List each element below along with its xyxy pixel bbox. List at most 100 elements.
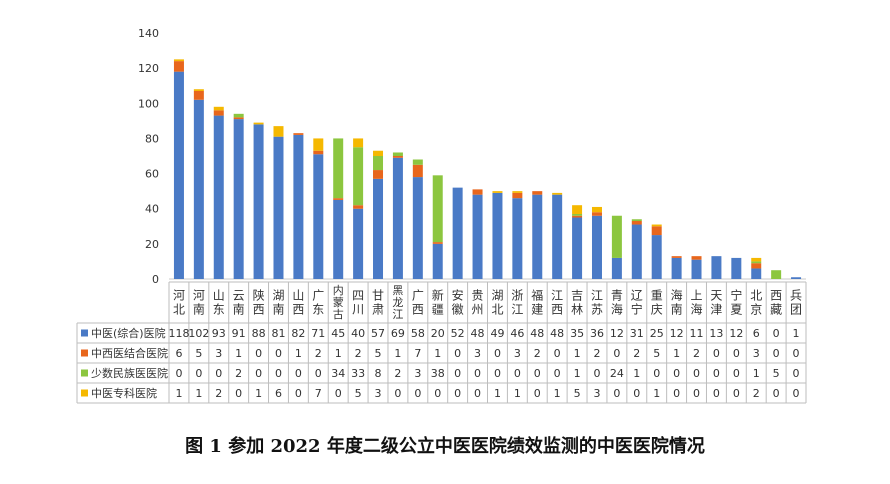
data-table: 河北河南山东云南陕西湖南山西广东内蒙古四川甘肃黑龙江广西新疆安徽贵州湖北浙江福建… bbox=[76, 281, 807, 404]
x-tick-label: 贵州 bbox=[472, 289, 484, 317]
data-label: 57 bbox=[371, 327, 385, 340]
data-label: 46 bbox=[510, 327, 524, 340]
data-label: 1 bbox=[633, 367, 640, 380]
data-label: 91 bbox=[232, 327, 246, 340]
data-label: 0 bbox=[793, 367, 800, 380]
x-tick-label: 兵团 bbox=[790, 289, 802, 317]
y-tick-label: 100 bbox=[138, 97, 159, 110]
data-label: 3 bbox=[514, 347, 521, 360]
data-label: 2 bbox=[633, 347, 640, 360]
bar-segment bbox=[532, 194, 543, 279]
x-tick-label: 天津 bbox=[710, 289, 722, 317]
data-label: 1 bbox=[574, 367, 581, 380]
bar-segment bbox=[472, 189, 483, 195]
bar-segment bbox=[233, 117, 244, 120]
x-tick-label: 吉林 bbox=[571, 289, 583, 317]
data-label: 81 bbox=[271, 327, 285, 340]
y-tick-label: 80 bbox=[145, 132, 159, 145]
bar-segment bbox=[412, 159, 423, 165]
data-label: 0 bbox=[175, 367, 182, 380]
x-tick-label: 甘肃 bbox=[372, 289, 384, 317]
bar-segment bbox=[373, 178, 384, 279]
data-label: 36 bbox=[590, 327, 604, 340]
data-label: 24 bbox=[610, 367, 624, 380]
data-label: 5 bbox=[355, 387, 362, 400]
bar-segment bbox=[173, 71, 184, 280]
data-label: 0 bbox=[773, 347, 780, 360]
data-label: 0 bbox=[653, 367, 660, 380]
data-label: 0 bbox=[733, 347, 740, 360]
bar-segment bbox=[611, 257, 622, 279]
bar-segment bbox=[392, 152, 403, 156]
data-label: 2 bbox=[394, 367, 401, 380]
bar-segment bbox=[333, 198, 344, 200]
x-tick-label: 陕西 bbox=[253, 288, 265, 317]
data-label: 11 bbox=[690, 327, 704, 340]
bar-segment bbox=[193, 90, 204, 100]
bar-segment bbox=[751, 257, 762, 262]
x-tick-label: 宁夏 bbox=[730, 288, 742, 317]
data-label: 1 bbox=[514, 387, 521, 400]
data-label: 0 bbox=[434, 387, 441, 400]
bar-segment bbox=[213, 115, 224, 279]
data-label: 0 bbox=[454, 347, 461, 360]
data-label: 0 bbox=[335, 387, 342, 400]
bar-segment bbox=[353, 208, 364, 279]
data-label: 0 bbox=[693, 367, 700, 380]
data-label: 45 bbox=[331, 327, 345, 340]
data-label: 118 bbox=[168, 327, 189, 340]
data-label: 7 bbox=[315, 387, 322, 400]
bar-segment bbox=[173, 61, 184, 72]
data-label: 1 bbox=[335, 347, 342, 360]
data-label: 8 bbox=[375, 367, 382, 380]
bar-segment bbox=[392, 156, 403, 158]
data-label: 0 bbox=[773, 387, 780, 400]
data-label: 82 bbox=[291, 327, 305, 340]
bar-segment bbox=[313, 154, 324, 279]
bar-segment bbox=[373, 150, 384, 156]
data-label: 0 bbox=[414, 387, 421, 400]
bar-segment bbox=[193, 99, 204, 280]
data-label: 0 bbox=[554, 347, 561, 360]
bar-segment bbox=[412, 164, 423, 178]
data-label: 40 bbox=[351, 327, 365, 340]
x-tick-label: 辽宁 bbox=[631, 289, 643, 317]
data-label: 6 bbox=[753, 327, 760, 340]
data-label: 0 bbox=[235, 387, 242, 400]
bar-segment bbox=[472, 194, 483, 279]
bar-segment bbox=[173, 59, 184, 62]
data-label: 2 bbox=[355, 347, 362, 360]
data-label: 3 bbox=[215, 347, 222, 360]
data-label: 1 bbox=[434, 347, 441, 360]
data-label: 0 bbox=[494, 367, 501, 380]
x-tick-label: 内蒙古 bbox=[333, 283, 344, 321]
bar-segment bbox=[392, 157, 403, 279]
data-label: 2 bbox=[753, 387, 760, 400]
data-label: 0 bbox=[275, 367, 282, 380]
data-label: 0 bbox=[793, 347, 800, 360]
data-label: 1 bbox=[175, 387, 182, 400]
x-tick-label: 福建 bbox=[531, 288, 543, 317]
bar-segment bbox=[711, 256, 722, 279]
data-label: 0 bbox=[534, 387, 541, 400]
bar-segment bbox=[213, 106, 224, 111]
data-label: 93 bbox=[212, 327, 226, 340]
data-label: 5 bbox=[195, 347, 202, 360]
x-tick-label: 青海 bbox=[611, 289, 623, 317]
bar-segment bbox=[572, 215, 583, 218]
bar-segment bbox=[333, 199, 344, 279]
bar-segment bbox=[293, 133, 304, 135]
bar-segment bbox=[591, 206, 602, 213]
x-tick-label: 海南 bbox=[671, 288, 683, 317]
bar-segment bbox=[631, 224, 642, 279]
bar-segment bbox=[432, 242, 443, 244]
data-label: 0 bbox=[733, 367, 740, 380]
bar-segment bbox=[631, 219, 642, 222]
data-label: 69 bbox=[391, 327, 405, 340]
data-label: 0 bbox=[394, 387, 401, 400]
data-label: 0 bbox=[454, 367, 461, 380]
data-label: 0 bbox=[255, 347, 262, 360]
legend-label: 少数民族医医院 bbox=[91, 366, 168, 380]
data-label: 102 bbox=[188, 327, 209, 340]
bar-segment bbox=[771, 270, 782, 279]
